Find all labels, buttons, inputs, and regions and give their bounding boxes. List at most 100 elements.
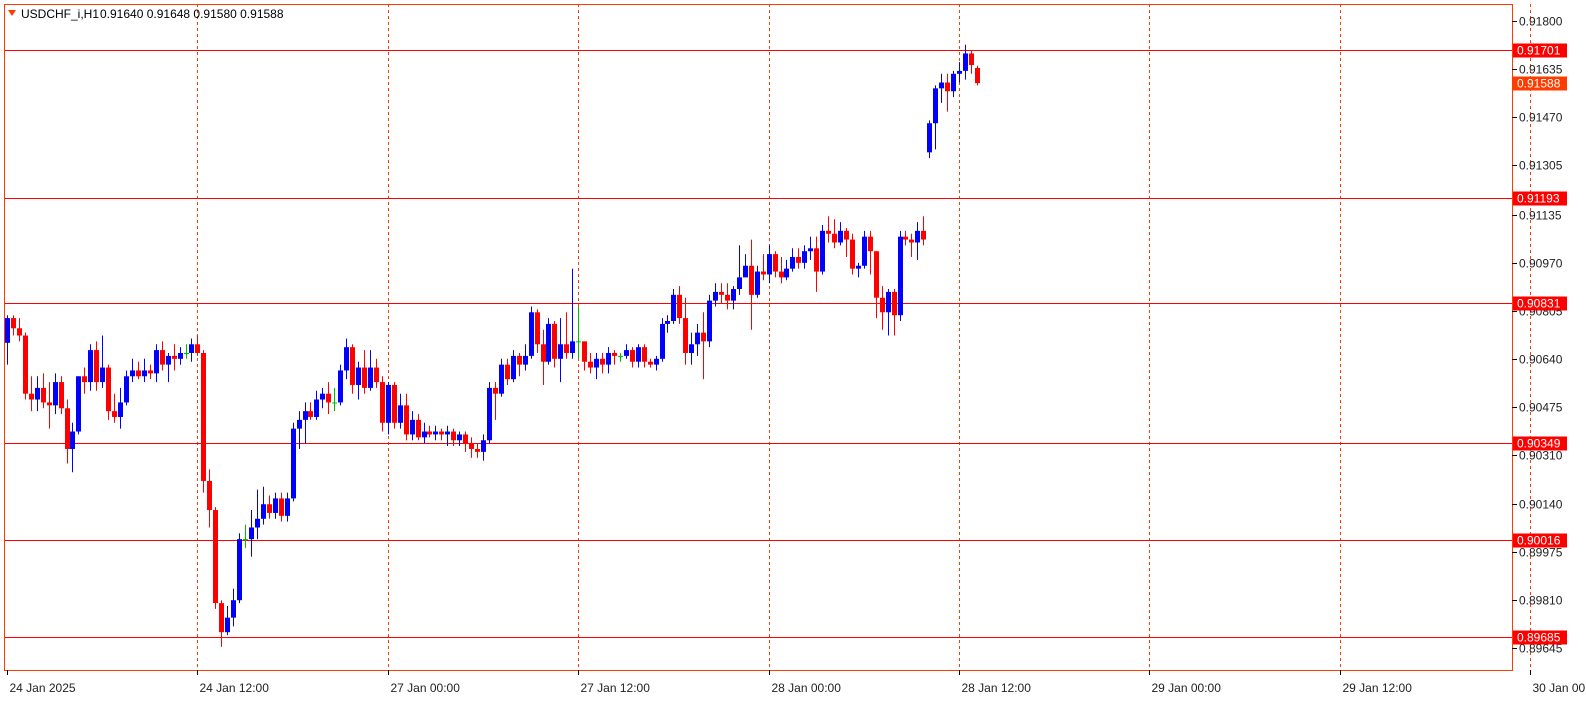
candle (166, 352, 171, 383)
candle-body (219, 603, 224, 633)
candle (481, 434, 486, 461)
candle (731, 286, 736, 310)
candle-body (451, 431, 456, 441)
candle-body (850, 239, 855, 269)
candle (844, 227, 849, 258)
candle (963, 44, 968, 80)
candle-body (136, 370, 141, 377)
candle-body (636, 347, 641, 362)
candle (541, 329, 546, 385)
candle (160, 341, 165, 371)
candle (47, 382, 52, 429)
candle-body (552, 323, 557, 359)
candle-body (445, 431, 450, 435)
candle (707, 294, 712, 348)
candles (5, 44, 980, 647)
candle-body (392, 384, 397, 423)
candle-body (59, 382, 64, 409)
candle (237, 533, 242, 604)
level-price-label: 0.89685 (1517, 631, 1561, 645)
candle-body (731, 289, 736, 301)
candle-body (53, 382, 58, 406)
candle (701, 312, 706, 380)
candle (320, 387, 325, 409)
triangle-down-icon[interactable] (8, 10, 16, 16)
candle-body (154, 350, 159, 374)
candle (892, 289, 897, 336)
candle-body (237, 539, 242, 601)
candle-body (70, 431, 75, 449)
candle (356, 361, 361, 400)
candle (433, 425, 438, 441)
y-tick-label: 0.90140 (1519, 498, 1563, 512)
candle-body (475, 448, 480, 452)
candle (880, 286, 885, 330)
candle (576, 306, 581, 359)
candle-body (410, 419, 415, 435)
candle (499, 358, 504, 397)
candle-body (642, 347, 647, 362)
candle-body (100, 367, 105, 383)
candle-body (796, 257, 801, 263)
candle (814, 236, 819, 292)
candle-body (779, 271, 784, 278)
candle-body (927, 123, 932, 153)
candle-body (249, 527, 254, 540)
candle (362, 350, 367, 394)
candle (570, 268, 575, 359)
candle-body (951, 73, 956, 92)
candle-body (743, 265, 748, 278)
candle (410, 411, 415, 441)
candle (130, 358, 135, 383)
current-price-badge (1513, 76, 1567, 91)
candle (463, 431, 468, 452)
candle (511, 350, 516, 383)
plot-frame (4, 4, 1513, 671)
candle (921, 216, 926, 246)
candle-body (195, 344, 200, 353)
candle (338, 364, 343, 406)
candle (178, 347, 183, 365)
candle (826, 216, 831, 243)
candle (636, 344, 641, 368)
candle-body (112, 411, 117, 417)
candle (755, 265, 760, 298)
candle-body (291, 428, 296, 499)
candle (267, 495, 272, 519)
candle-body (160, 350, 165, 365)
candle (100, 335, 105, 388)
candle-body (41, 387, 46, 403)
candle-body (184, 352, 189, 354)
candle-body (65, 408, 70, 449)
candle (773, 251, 778, 278)
candle-body (886, 291, 891, 313)
candle-body (416, 419, 421, 438)
candle-body (582, 341, 587, 362)
price-badges: 0.91701 0.91193 0.90831 0.90349 0.90016 0.896… (1513, 43, 1567, 645)
y-tick-label: 0.91800 (1519, 15, 1563, 29)
x-tick-label: 27 Jan 12:00 (581, 681, 651, 695)
candle (53, 373, 58, 415)
x-tick-label: 27 Jan 00:00 (391, 681, 461, 695)
candle-body (612, 352, 617, 356)
y-tick-label: 0.90310 (1519, 449, 1563, 463)
candle-body (178, 352, 183, 359)
candle (832, 219, 837, 249)
candle-body (487, 387, 492, 441)
candle (951, 70, 956, 98)
candle-body (535, 312, 540, 345)
level-price-badge (1513, 436, 1567, 451)
x-tick-label: 28 Jan 00:00 (772, 681, 842, 695)
candle-body (790, 257, 795, 269)
candle (487, 382, 492, 444)
time-axis[interactable]: 24 Jan 2025 24 Jan 12:00 27 Jan 00:00 27 Ja… (7, 670, 1586, 695)
candle-body (130, 370, 135, 377)
candle-body (933, 88, 938, 124)
price-axis[interactable]: 0.91800 0.91635 0.91470 0.91305 0.91135 0.909… (1512, 15, 1563, 656)
candle-body (773, 254, 778, 272)
candle-body (297, 419, 302, 429)
candle-body (529, 312, 534, 356)
candle (606, 347, 611, 374)
candle (29, 376, 34, 412)
